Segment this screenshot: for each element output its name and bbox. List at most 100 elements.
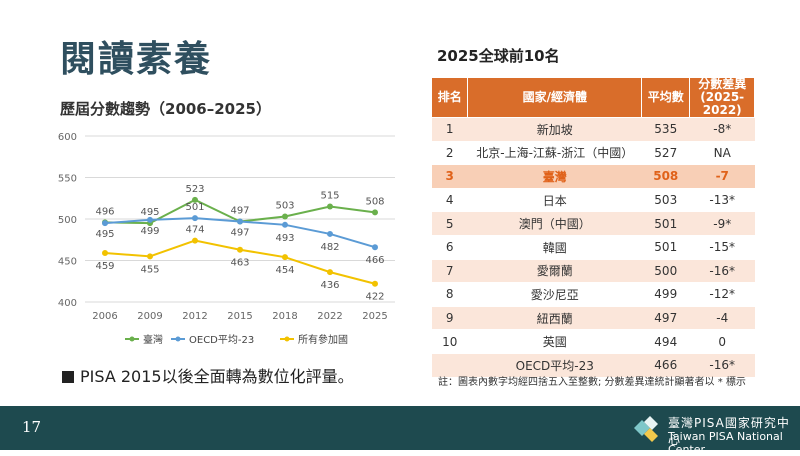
cell-country: 英國 <box>467 329 642 354</box>
data-label: 436 <box>320 280 339 291</box>
data-label: 503 <box>275 201 294 212</box>
cell-country: 愛爾蘭 <box>467 259 642 284</box>
cell-mean: 527 <box>641 141 690 166</box>
cell-mean: 500 <box>641 259 690 284</box>
cell-country: 韓國 <box>467 235 642 260</box>
table-row: 5 澳門（中國） 501 -9* <box>431 211 755 236</box>
square-bullet-icon <box>62 371 74 383</box>
note-text: PISA 2015以後全面轉為數位化評量。 <box>80 367 354 386</box>
data-point <box>237 218 243 225</box>
cell-diff: -7 <box>689 164 755 189</box>
data-label: 493 <box>275 233 294 244</box>
x-tick-label: 2022 <box>317 311 342 322</box>
cell-rank <box>431 353 468 378</box>
cell-country: 日本 <box>467 188 642 213</box>
cell-mean: 535 <box>641 117 690 142</box>
table-row: 2 北京-上海-江蘇-浙江（中國） 527 NA <box>431 141 755 166</box>
table-row: OECD平均-23 466 -16* <box>431 353 755 378</box>
y-tick-label: 450 <box>58 257 77 268</box>
data-point <box>147 253 153 260</box>
data-label: 495 <box>140 207 159 218</box>
cell-diff: -13* <box>689 188 755 213</box>
data-point <box>102 220 108 227</box>
legend-marker <box>175 336 181 342</box>
legend-label: 所有參加國 <box>298 333 348 346</box>
data-label: 474 <box>185 225 204 236</box>
cell-diff: -12* <box>689 282 755 307</box>
data-point <box>327 203 333 210</box>
cell-rank: 8 <box>431 282 468 307</box>
data-label: 523 <box>185 184 204 195</box>
cell-mean: 503 <box>641 188 690 213</box>
pisa-center-logo-icon <box>634 416 658 442</box>
data-point <box>192 215 198 222</box>
table-heading: 2025全球前10名 <box>437 47 560 65</box>
line-chart: 400 450 500 550 600 2006 2009 2012 2015 2018 2022 2… <box>58 132 395 346</box>
y-tick-label: 600 <box>58 132 77 143</box>
cell-mean: 466 <box>641 353 690 378</box>
cell-country: 臺灣 <box>467 164 642 189</box>
org-name-en: Taiwan PISA National Center <box>668 430 783 456</box>
data-label: 508 <box>365 196 384 207</box>
data-point <box>282 254 288 261</box>
org-name-zh: 臺灣PISA國家研究中心 <box>668 416 790 447</box>
x-tick-label: 2009 <box>137 311 162 322</box>
legend-label: 臺灣 <box>143 333 163 346</box>
x-tick-label: 2025 <box>362 311 387 322</box>
cell-mean: 497 <box>641 306 690 331</box>
table-row: 7 愛爾蘭 500 -16* <box>431 259 755 284</box>
cell-diff: NA <box>689 141 755 166</box>
data-point <box>282 221 288 228</box>
data-label: 497 <box>230 205 249 216</box>
data-label: 515 <box>320 191 339 202</box>
cell-rank: 10 <box>431 329 468 354</box>
data-label: 459 <box>95 261 114 272</box>
footer-bar <box>0 406 800 450</box>
legend-marker <box>129 336 135 342</box>
data-label: 501 <box>185 202 204 213</box>
cell-mean: 501 <box>641 235 690 260</box>
header-diff-label: 分數差異 <box>698 77 747 91</box>
cell-rank: 6 <box>431 235 468 260</box>
header-diff-years: (2025-2022) <box>700 90 745 117</box>
cell-diff: -9* <box>689 211 755 236</box>
header-mean: 平均數 <box>641 77 691 118</box>
data-point <box>147 216 153 223</box>
table-header-row: 排名 國家/經濟體 平均數 分數差異 (2025-2022) <box>430 77 755 118</box>
cell-country: 愛沙尼亞 <box>467 282 642 307</box>
data-point <box>282 213 288 220</box>
data-point <box>327 269 333 276</box>
cell-diff: -4 <box>689 306 755 331</box>
x-tick-label: 2006 <box>92 311 117 322</box>
table-row: 8 愛沙尼亞 499 -12* <box>431 282 755 307</box>
digital-assessment-note: PISA 2015以後全面轉為數位化評量。 <box>62 363 354 387</box>
data-label: 497 <box>230 227 249 238</box>
cell-rank: 5 <box>431 211 468 236</box>
cell-mean: 508 <box>641 164 690 189</box>
cell-diff: 0 <box>689 329 755 354</box>
table-row: 9 紐西蘭 497 -4 <box>431 306 755 331</box>
data-point <box>102 250 108 257</box>
cell-rank: 1 <box>431 117 468 142</box>
data-point <box>327 230 333 237</box>
data-label: 466 <box>365 255 384 266</box>
cell-diff: -16* <box>689 353 755 378</box>
ranking-table: 排名 國家/經濟體 平均數 分數差異 (2025-2022) 1 新加坡 535 -8… <box>430 77 755 378</box>
y-tick-label: 500 <box>58 215 77 226</box>
header-rank: 排名 <box>430 77 469 118</box>
data-point <box>372 244 378 251</box>
slide-title: 閱讀素養 <box>60 39 213 80</box>
data-label: 499 <box>140 226 159 237</box>
cell-rank: 2 <box>431 141 468 166</box>
data-label: 482 <box>320 242 339 253</box>
y-tick-label: 550 <box>58 174 77 185</box>
chart-heading: 歷屆分數趨勢（2006–2025） <box>60 100 271 118</box>
table-row: 4 日本 503 -13* <box>431 188 755 213</box>
cell-country: 北京-上海-江蘇-浙江（中國） <box>467 141 642 166</box>
x-tick-label: 2015 <box>227 311 252 322</box>
x-tick-label: 2012 <box>182 311 207 322</box>
cell-mean: 499 <box>641 282 690 307</box>
header-diff: 分數差異 (2025-2022) <box>689 77 755 118</box>
data-label: 455 <box>140 264 159 275</box>
cell-diff: -15* <box>689 235 755 260</box>
